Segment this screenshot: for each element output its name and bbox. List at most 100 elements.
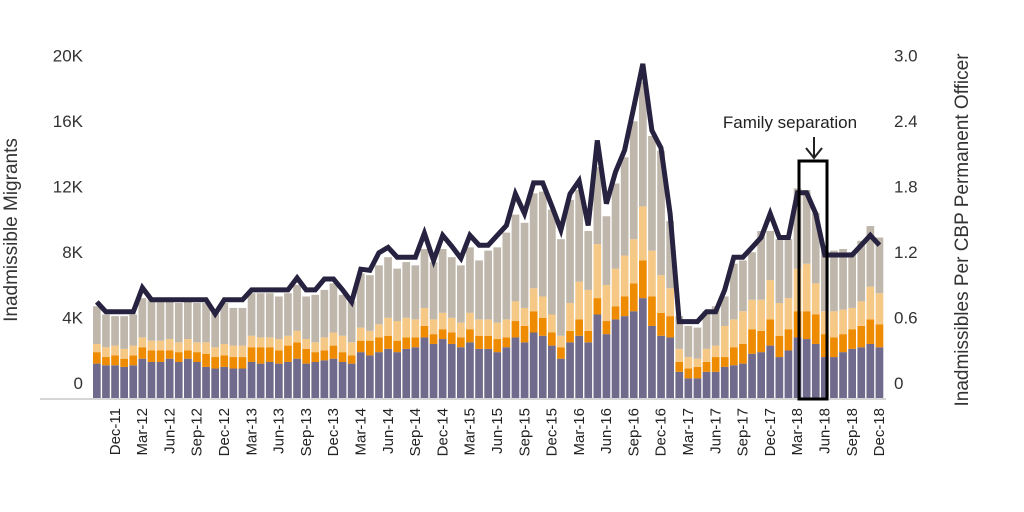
- left-tick-label: 0: [74, 374, 83, 393]
- bar-segment-orange: [156, 350, 165, 362]
- bar-segment-light-orange: [502, 319, 511, 338]
- bar-segment-purple: [720, 366, 729, 398]
- bar-stack: [311, 294, 320, 398]
- bar-segment-purple: [520, 342, 529, 398]
- left-tick-label: 8K: [62, 243, 83, 262]
- family-separation-annotation: Family separation: [723, 113, 857, 401]
- bar-segment-purple: [848, 348, 856, 398]
- bar-stack: [475, 260, 483, 398]
- right-tick-label: 1.2: [894, 243, 918, 262]
- bar-stack: [375, 265, 383, 398]
- bar-segment-light-orange: [184, 339, 192, 351]
- bar-segment-orange: [93, 352, 101, 364]
- x-tick-label: Mar-14: [352, 408, 369, 456]
- bar-segment-gray: [775, 239, 784, 304]
- bar-segment-gray: [784, 239, 793, 299]
- bar-segment-orange: [802, 311, 811, 340]
- bar-stack: [256, 293, 265, 398]
- bar-stack: [766, 230, 775, 398]
- bar-segment-orange: [720, 357, 729, 367]
- x-tick-label: Sep-18: [844, 408, 861, 456]
- bar-segment-gray: [174, 303, 183, 343]
- bar-segment-purple: [402, 348, 411, 398]
- bar-segment-purple: [429, 343, 438, 398]
- bar-segment-orange: [111, 355, 119, 366]
- bar-segment-light-orange: [875, 293, 884, 325]
- bar-segment-purple: [411, 347, 420, 398]
- bar-segment-light-orange: [438, 312, 447, 330]
- bar-segment-purple: [347, 363, 356, 398]
- bar-segment-light-orange: [129, 345, 138, 356]
- bar-segment-gray: [639, 81, 647, 207]
- bar-segment-orange: [538, 317, 547, 336]
- bar-segment-light-orange: [675, 348, 684, 362]
- bar-segment-light-orange: [538, 296, 547, 318]
- bar-stack: [429, 262, 438, 398]
- bar-segment-light-orange: [466, 312, 474, 330]
- bar-segment-gray: [138, 298, 147, 338]
- bar-segment-light-orange: [138, 337, 147, 348]
- x-tick-label: Jun-12: [161, 408, 178, 454]
- bar-segment-purple: [839, 352, 847, 398]
- bar-segment-light-orange: [202, 342, 210, 354]
- bar-segment-purple: [193, 361, 201, 398]
- bar-segment-purple: [802, 339, 811, 398]
- bar-segment-orange: [256, 347, 265, 364]
- bar-segment-orange: [193, 352, 201, 362]
- x-tick-label: Dec-16: [653, 408, 670, 456]
- bar-segment-orange: [830, 337, 838, 358]
- bar-segment-gray: [702, 311, 711, 349]
- bar-segment-light-orange: [821, 311, 829, 335]
- bar-segment-purple: [784, 350, 793, 398]
- bar-segment-orange: [766, 319, 775, 346]
- bar-segment-gray: [457, 265, 465, 323]
- bar-segment-gray: [429, 262, 438, 320]
- bar-segment-light-orange: [602, 285, 611, 322]
- bar-segment-light-orange: [111, 345, 119, 356]
- bar-stack: [138, 298, 147, 398]
- bar-segment-light-orange: [648, 250, 656, 297]
- bar-segment-orange: [493, 339, 502, 353]
- bar-stack: [293, 285, 301, 398]
- bar-stack: [120, 316, 128, 398]
- bar-segment-purple: [447, 343, 456, 398]
- bar-segment-light-orange: [211, 347, 219, 358]
- bar-segment-orange: [520, 325, 529, 343]
- bar-segment-gray: [438, 248, 447, 313]
- bar-segment-orange: [711, 357, 720, 372]
- bar-segment-purple: [420, 337, 429, 398]
- bar-stack: [684, 325, 693, 398]
- bar-segment-light-orange: [275, 339, 283, 351]
- bar-stack: [320, 289, 329, 398]
- bar-segment-orange: [684, 368, 693, 379]
- bar-segment-purple: [739, 363, 747, 398]
- x-tick-label: Mar-13: [243, 408, 260, 456]
- bar-stack: [466, 247, 474, 398]
- bar-stack: [575, 190, 583, 398]
- bar-segment-gray: [593, 167, 602, 245]
- bar-stack: [639, 81, 647, 398]
- bar-stack: [502, 232, 511, 398]
- bar-segment-orange: [857, 325, 866, 348]
- bar-segment-orange: [302, 348, 310, 364]
- bar-segment-light-orange: [548, 314, 556, 333]
- bar-segment-purple: [830, 357, 838, 398]
- bar-segment-purple: [174, 361, 183, 398]
- bar-segment-light-orange: [720, 325, 729, 358]
- bar-stack: [784, 239, 793, 398]
- right-tick-label: 2.4: [894, 112, 918, 131]
- bar-stack: [593, 167, 602, 398]
- bar-segment-purple: [757, 352, 765, 398]
- bar-segment-orange: [584, 330, 593, 343]
- bar-segment-orange: [848, 329, 856, 349]
- bar-segment-orange: [821, 334, 829, 358]
- bar-segment-gray: [584, 230, 593, 290]
- bar-stack: [548, 209, 556, 398]
- bar-segment-purple: [875, 347, 884, 398]
- bar-segment-light-orange: [147, 340, 156, 351]
- bar-stack: [620, 157, 629, 398]
- bar-segment-purple: [821, 357, 829, 398]
- bar-segment-gray: [120, 316, 128, 349]
- bar-segment-purple: [502, 347, 511, 398]
